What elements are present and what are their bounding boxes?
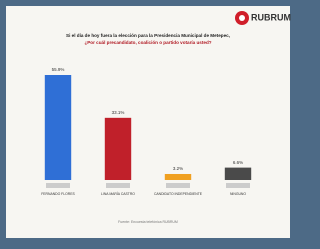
logo-hole [239, 15, 245, 21]
chart: RUBRUM Si el día de hoy fuera la elecció… [0, 0, 296, 244]
x-tick-label: CANDIDATO INDEPENDIENTE [154, 192, 203, 196]
chart-subtitle: ¿Por cuál precandidato, coalición o part… [84, 40, 211, 45]
bar [225, 168, 251, 180]
logo-strip [46, 183, 70, 188]
footnote: Fuente: Encuesta telefónica RUBRUM [118, 220, 178, 224]
value-label: 3.2% [173, 166, 183, 171]
bar [165, 174, 191, 180]
logo-strip [166, 183, 190, 188]
value-label: 33.1% [112, 110, 125, 115]
x-tick-label: NINGUNO [230, 192, 246, 196]
value-label: 6.6% [233, 160, 243, 165]
bar [45, 75, 71, 180]
logo-strip [106, 183, 130, 188]
x-tick-label: LINA MARÍA CASTRO [101, 192, 135, 196]
bar [105, 118, 131, 180]
logo-strip [226, 183, 250, 188]
value-label: 55.9% [52, 67, 65, 72]
brand: RUBRUM [251, 12, 291, 22]
chart-title: Si el día de hoy fuera la elección para … [66, 33, 230, 38]
x-tick-label: FERNANDO FLORES [41, 192, 75, 196]
